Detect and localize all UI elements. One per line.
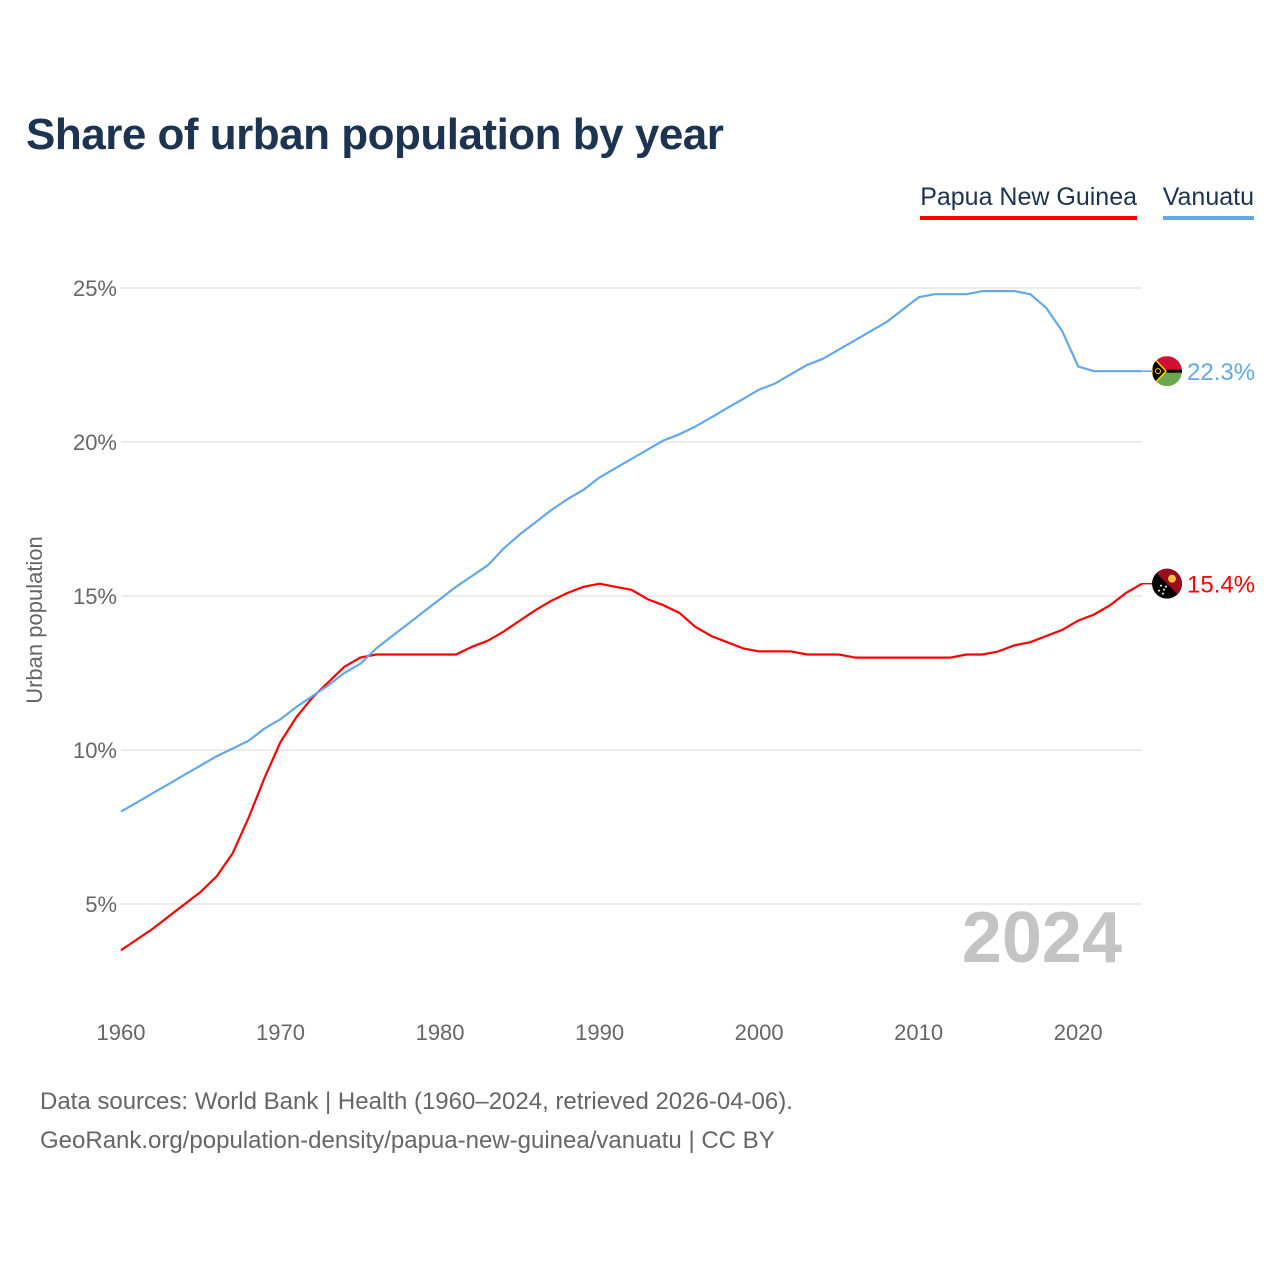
data-source-text: Data sources: World Bank | Health (1960–…: [40, 1088, 793, 1115]
series-line-papua-new-guinea[interactable]: [120, 582, 1143, 952]
y-axis-label: Urban population: [22, 536, 47, 704]
y-tick-label: 25%: [73, 276, 117, 301]
end-value-label: 22.3%: [1187, 359, 1255, 386]
y-tick-label: 15%: [73, 584, 117, 609]
source-link[interactable]: GeoRank.org/population-density/papua-new…: [40, 1127, 775, 1154]
x-tick-label: 2020: [1054, 1020, 1103, 1045]
x-tick-label: 1980: [416, 1020, 465, 1045]
vanuatu-flag-icon: [1152, 356, 1182, 387]
x-tick-label: 1960: [97, 1020, 146, 1045]
y-tick-label: 5%: [85, 892, 117, 917]
year-watermark: 2024: [962, 898, 1122, 978]
x-tick-label: 2000: [735, 1020, 784, 1045]
legend-vanuatu[interactable]: Vanuatu: [1162, 183, 1254, 220]
chart-title: Share of urban population by year: [26, 110, 724, 159]
y-tick-label: 20%: [73, 430, 117, 455]
series-line-vanuatu[interactable]: [120, 290, 1142, 813]
papua-new-guinea-flag-icon: [1152, 568, 1182, 599]
x-tick-label: 1970: [256, 1020, 305, 1045]
x-tick-label: 2010: [894, 1020, 943, 1045]
end-value-label: 15.4%: [1187, 572, 1255, 599]
x-tick-label: 1990: [575, 1020, 624, 1045]
y-tick-label: 10%: [73, 738, 117, 763]
legend-papua-new-guinea[interactable]: Papua New Guinea: [920, 183, 1137, 220]
